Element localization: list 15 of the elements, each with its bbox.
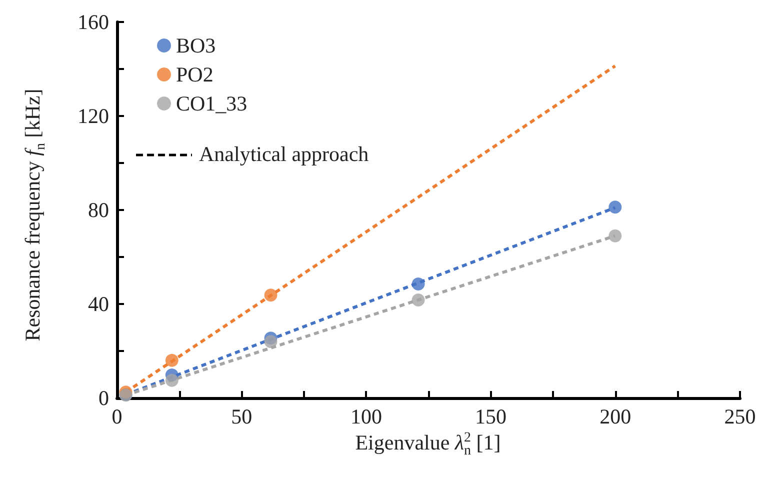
y-tick-label: 160: [78, 10, 109, 34]
x-tick-label: 50: [231, 404, 252, 428]
y-tick-label: 0: [98, 386, 109, 410]
legend-label: PO2: [176, 62, 214, 86]
x-tick-label: 100: [350, 404, 382, 428]
x-tick-label: 200: [600, 404, 632, 428]
x-axis-title: Eigenvalue λ$_{n}$$^{2}$ [1]: [355, 430, 501, 460]
annotation: Analytical approach: [199, 142, 369, 167]
x-tick-label: 250: [724, 404, 756, 428]
y-tick-label: 80: [88, 198, 109, 222]
legend-label: BO3: [176, 34, 216, 58]
legend-label: CO1_33: [176, 92, 248, 116]
x-tick-label: 150: [475, 404, 507, 428]
y-tick-label: 120: [78, 104, 109, 128]
y-tick-label: 40: [88, 292, 109, 316]
